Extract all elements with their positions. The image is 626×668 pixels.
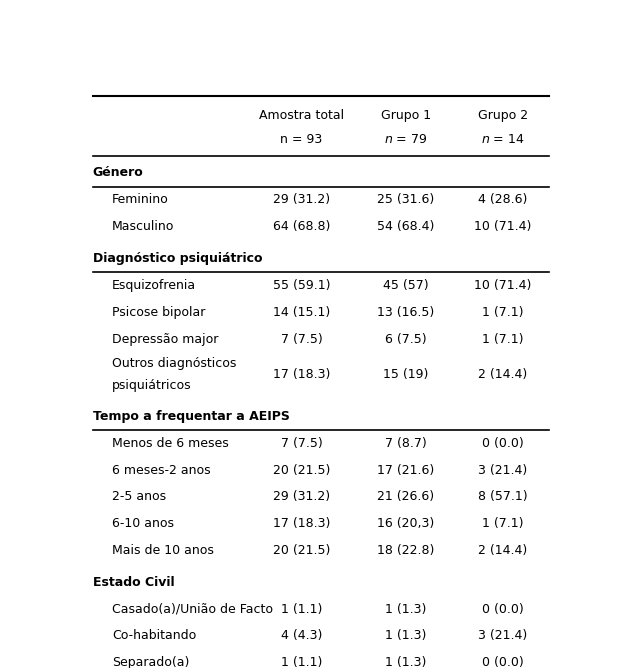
Text: Grupo 1: Grupo 1 bbox=[381, 109, 431, 122]
Text: 10 (71.4): 10 (71.4) bbox=[474, 279, 531, 292]
Text: 20 (21.5): 20 (21.5) bbox=[273, 464, 330, 476]
Text: 0 (0.0): 0 (0.0) bbox=[482, 437, 523, 450]
Text: 45 (57): 45 (57) bbox=[383, 279, 429, 292]
Text: 17 (21.6): 17 (21.6) bbox=[377, 464, 434, 476]
Text: 25 (31.6): 25 (31.6) bbox=[377, 194, 434, 206]
Text: Psicose bipolar: Psicose bipolar bbox=[112, 306, 205, 319]
Text: 4 (28.6): 4 (28.6) bbox=[478, 194, 528, 206]
Text: 8 (57.1): 8 (57.1) bbox=[478, 490, 528, 504]
Text: Casado(a)/União de Facto: Casado(a)/União de Facto bbox=[112, 603, 273, 616]
Text: 16 (20,3): 16 (20,3) bbox=[377, 517, 434, 530]
Text: 1 (1.3): 1 (1.3) bbox=[385, 629, 426, 643]
Text: Menos de 6 meses: Menos de 6 meses bbox=[112, 437, 229, 450]
Text: Esquizofrenia: Esquizofrenia bbox=[112, 279, 197, 292]
Text: 7 (8.7): 7 (8.7) bbox=[385, 437, 426, 450]
Text: 6 (7.5): 6 (7.5) bbox=[385, 333, 426, 345]
Text: 1 (1.1): 1 (1.1) bbox=[280, 656, 322, 668]
Text: 2 (14.4): 2 (14.4) bbox=[478, 544, 527, 557]
Text: 1 (7.1): 1 (7.1) bbox=[482, 333, 523, 345]
Text: Amostra total: Amostra total bbox=[259, 109, 344, 122]
Text: 2 (14.4): 2 (14.4) bbox=[478, 368, 527, 381]
Text: 17 (18.3): 17 (18.3) bbox=[273, 517, 330, 530]
Text: 7 (7.5): 7 (7.5) bbox=[280, 333, 322, 345]
Text: Feminino: Feminino bbox=[112, 194, 169, 206]
Text: 15 (19): 15 (19) bbox=[383, 368, 428, 381]
Text: $n$ = 79: $n$ = 79 bbox=[384, 133, 428, 146]
Text: 17 (18.3): 17 (18.3) bbox=[273, 368, 330, 381]
Text: psiquiátricos: psiquiátricos bbox=[112, 379, 192, 392]
Text: 2-5 anos: 2-5 anos bbox=[112, 490, 167, 504]
Text: 10 (71.4): 10 (71.4) bbox=[474, 220, 531, 233]
Text: 64 (68.8): 64 (68.8) bbox=[273, 220, 330, 233]
Text: 1 (7.1): 1 (7.1) bbox=[482, 517, 523, 530]
Text: 3 (21.4): 3 (21.4) bbox=[478, 629, 527, 643]
Text: 1 (1.3): 1 (1.3) bbox=[385, 656, 426, 668]
Text: 13 (16.5): 13 (16.5) bbox=[377, 306, 434, 319]
Text: 0 (0.0): 0 (0.0) bbox=[482, 603, 523, 616]
Text: 55 (59.1): 55 (59.1) bbox=[273, 279, 330, 292]
Text: Grupo 2: Grupo 2 bbox=[478, 109, 528, 122]
Text: 7 (7.5): 7 (7.5) bbox=[280, 437, 322, 450]
Text: $n$ = 14: $n$ = 14 bbox=[481, 133, 525, 146]
Text: Outros diagnósticos: Outros diagnósticos bbox=[112, 357, 237, 370]
Text: 29 (31.2): 29 (31.2) bbox=[273, 490, 330, 504]
Text: Masculino: Masculino bbox=[112, 220, 175, 233]
Text: 1 (1.1): 1 (1.1) bbox=[280, 603, 322, 616]
Text: 1 (1.3): 1 (1.3) bbox=[385, 603, 426, 616]
Text: Estado Civil: Estado Civil bbox=[93, 576, 175, 589]
Text: Separado(a): Separado(a) bbox=[112, 656, 190, 668]
Text: 18 (22.8): 18 (22.8) bbox=[377, 544, 434, 557]
Text: Diagnóstico psiquiátrico: Diagnóstico psiquiátrico bbox=[93, 252, 262, 265]
Text: Tempo a frequentar a AEIPS: Tempo a frequentar a AEIPS bbox=[93, 410, 290, 423]
Text: 6 meses-2 anos: 6 meses-2 anos bbox=[112, 464, 211, 476]
Text: 6-10 anos: 6-10 anos bbox=[112, 517, 174, 530]
Text: Género: Género bbox=[93, 166, 143, 180]
Text: 0 (0.0): 0 (0.0) bbox=[482, 656, 523, 668]
Text: 29 (31.2): 29 (31.2) bbox=[273, 194, 330, 206]
Text: 14 (15.1): 14 (15.1) bbox=[273, 306, 330, 319]
Text: 1 (7.1): 1 (7.1) bbox=[482, 306, 523, 319]
Text: Mais de 10 anos: Mais de 10 anos bbox=[112, 544, 214, 557]
Text: 20 (21.5): 20 (21.5) bbox=[273, 544, 330, 557]
Text: 4 (4.3): 4 (4.3) bbox=[280, 629, 322, 643]
Text: 54 (68.4): 54 (68.4) bbox=[377, 220, 434, 233]
Text: Depressão major: Depressão major bbox=[112, 333, 218, 345]
Text: n = 93: n = 93 bbox=[280, 133, 322, 146]
Text: 21 (26.6): 21 (26.6) bbox=[377, 490, 434, 504]
Text: 3 (21.4): 3 (21.4) bbox=[478, 464, 527, 476]
Text: Co-habitando: Co-habitando bbox=[112, 629, 197, 643]
